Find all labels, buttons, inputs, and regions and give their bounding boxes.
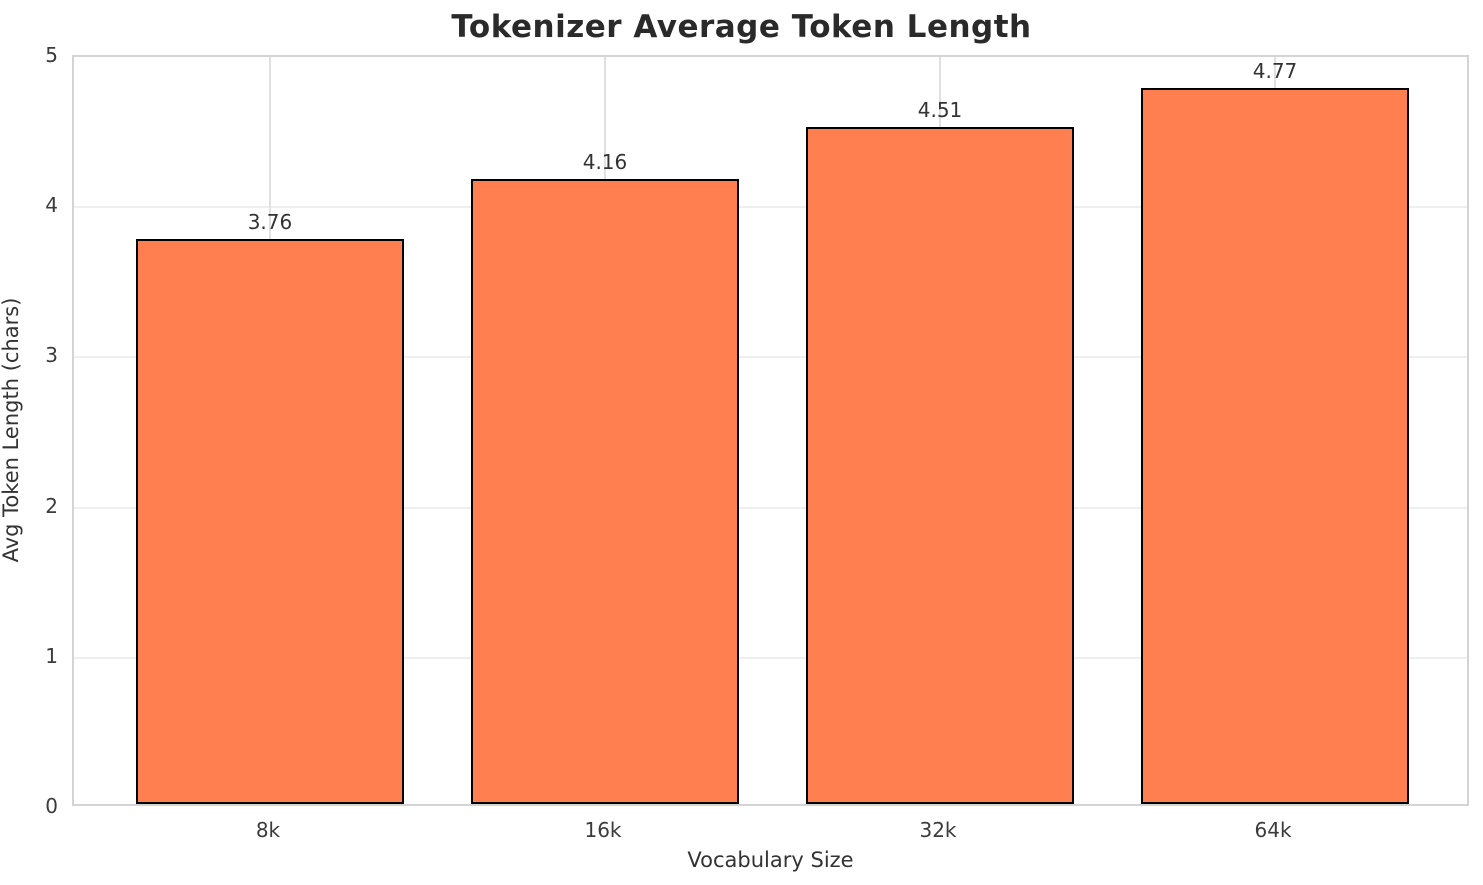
y-tick-label-3: 3 xyxy=(45,343,58,368)
bar-value-label-64k: 4.77 xyxy=(1252,58,1298,83)
x-tick-label-64k: 64k xyxy=(1254,818,1292,842)
plot-area: 3.76 4.16 4.51 4.77 xyxy=(72,55,1469,806)
x-axis-label: Vocabulary Size xyxy=(687,848,854,872)
x-tick-label-16k: 16k xyxy=(584,818,622,842)
y-axis-label: Avg Token Length (chars) xyxy=(0,297,23,563)
h-gridline-2 xyxy=(74,506,1467,509)
bar-32k xyxy=(806,126,1074,804)
h-gridline-3 xyxy=(74,356,1467,359)
y-tick-label-2: 2 xyxy=(45,493,58,518)
y-tick-label-5: 5 xyxy=(45,43,58,67)
x-tick-label-8k: 8k xyxy=(255,818,281,842)
h-gridline-4 xyxy=(74,206,1467,209)
y-tick-label-4: 4 xyxy=(45,193,58,218)
bar-value-label-16k: 4.16 xyxy=(582,150,628,175)
h-gridline-1 xyxy=(74,656,1467,659)
chart-title: Tokenizer Average Token Length xyxy=(451,9,1032,45)
bar-8k xyxy=(135,239,404,804)
bar-64k xyxy=(1141,87,1409,804)
bar-value-label-32k: 4.51 xyxy=(917,97,963,122)
y-tick-label-0: 0 xyxy=(45,794,58,818)
bar-value-label-8k: 3.76 xyxy=(247,210,293,235)
x-tick-label-32k: 32k xyxy=(919,818,957,842)
bar-16k xyxy=(470,179,739,804)
y-tick-label-1: 1 xyxy=(45,643,58,668)
